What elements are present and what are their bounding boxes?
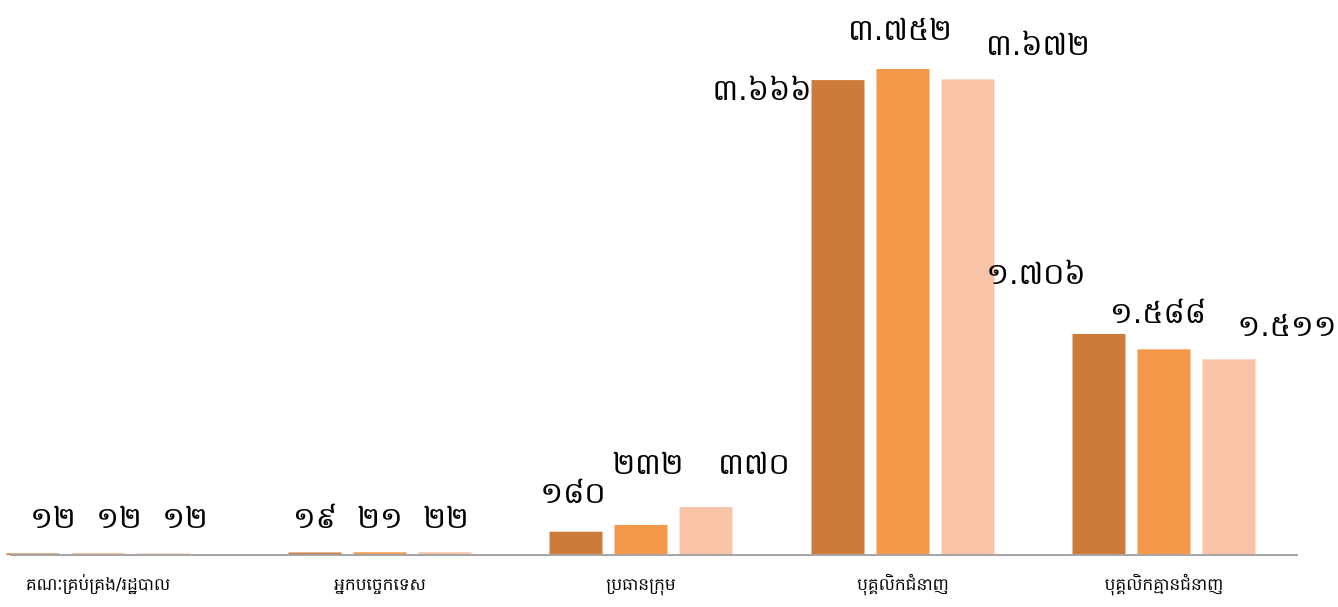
bar-s2-c5 <box>1137 349 1191 555</box>
bar-s3-c2 <box>418 552 472 555</box>
data-label-s2-c3: ២៣២ <box>612 447 683 482</box>
data-label-s1-c5: ១.៧០៦ <box>986 257 1085 292</box>
data-label-s2-c2: ២១ <box>357 501 402 536</box>
data-label-s1-c3: ១៨០ <box>540 476 605 511</box>
data-label-s2-c5: ១.៥៨៨ <box>1110 296 1206 331</box>
category-label-3: ប្រធានក្រុម <box>606 575 675 596</box>
bar-s3-c5 <box>1202 359 1256 555</box>
data-label-s3-c3: ៣៧០ <box>718 447 789 482</box>
bar-s2-c2 <box>353 552 407 555</box>
bar-s1-c3 <box>549 531 603 555</box>
data-label-s3-c1: ១២ <box>162 501 207 536</box>
data-label-s3-c4: ៣.៦៧២ <box>986 28 1090 63</box>
bar-s1-c2 <box>288 552 342 555</box>
data-label-s3-c2: ២២ <box>423 501 468 536</box>
category-labels-group: គណៈគ្រប់គ្រង/រដ្ឋបាល អ្នកបច្ចេកទេស ប្រធានក… <box>26 573 1224 596</box>
category-label-4: បុគ្គលិកជំនាញ <box>857 573 949 596</box>
category-label-5: បុគ្គលិកគ្មានជំនាញ <box>1105 573 1224 596</box>
data-label-s1-c2: ១៩ <box>293 501 337 536</box>
bar-s2-c4 <box>876 69 930 555</box>
bars-group <box>6 69 1256 556</box>
category-label-1: គណៈគ្រប់គ្រង/រដ្ឋបាល <box>26 573 170 595</box>
data-label-s1-c1: ១២ <box>30 501 75 536</box>
data-label-s3-c5: ១.៥១១ <box>1238 309 1337 344</box>
bar-s3-c4 <box>941 79 995 556</box>
bar-s3-c3 <box>679 507 733 555</box>
data-label-s2-c4: ៣.៧៥២ <box>848 13 952 48</box>
category-label-2: អ្នកបច្ចេកទេស <box>334 575 426 595</box>
bar-s1-c5 <box>1072 334 1126 555</box>
data-label-s2-c1: ១២ <box>96 501 141 536</box>
bar-s2-c3 <box>614 524 668 555</box>
data-label-s1-c4: ៣.៦៦៦ <box>713 73 812 108</box>
bar-s1-c4 <box>811 80 865 555</box>
